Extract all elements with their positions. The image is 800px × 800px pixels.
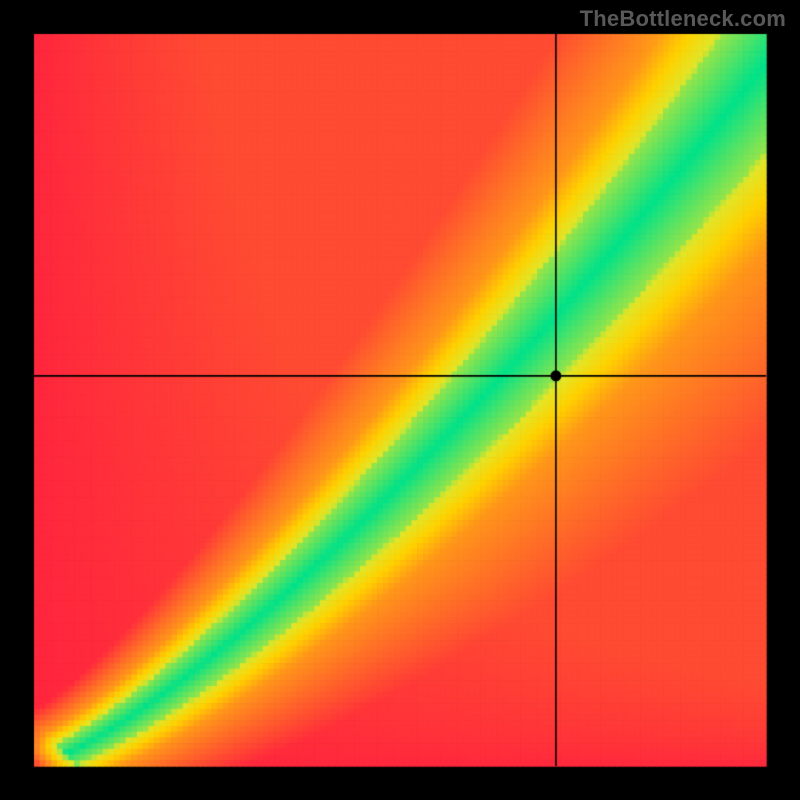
heatmap-canvas [0, 0, 800, 800]
watermark-text: TheBottleneck.com [580, 6, 786, 32]
